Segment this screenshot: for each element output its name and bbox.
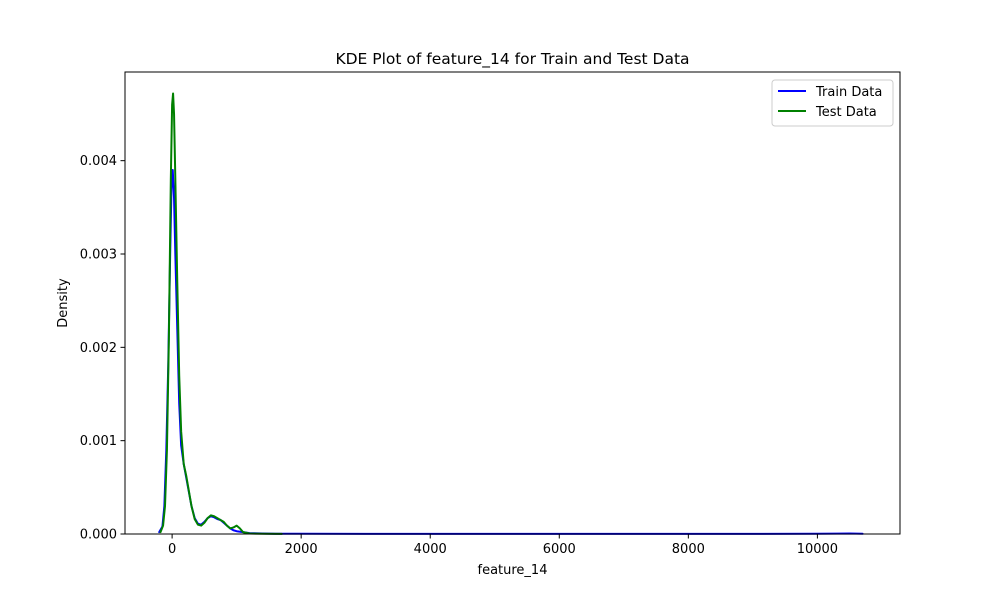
y-axis-label: Density <box>56 278 71 328</box>
legend-label-test: Test Data <box>815 105 877 120</box>
legend: Train Data Test Data <box>771 79 894 127</box>
y-tick-label: 0.001 <box>80 434 117 449</box>
plot-area <box>124 71 901 535</box>
x-tick-label: 2000 <box>285 542 318 557</box>
y-tick-label: 0.002 <box>80 341 117 356</box>
y-tick-label: 0.003 <box>80 248 117 263</box>
x-tick-label: 4000 <box>414 542 447 557</box>
chart-title: KDE Plot of feature_14 for Train and Tes… <box>335 50 689 69</box>
plot-background <box>125 72 900 534</box>
x-axis-label: feature_14 <box>478 563 548 578</box>
x-axis-ticks: 0 2000 4000 6000 8000 10000 <box>168 534 838 557</box>
plot-frame <box>124 71 901 535</box>
y-axis-ticks: 0.000 0.001 0.002 0.003 0.004 <box>80 154 125 543</box>
x-tick-label: 6000 <box>543 542 576 557</box>
x-tick-label: 0 <box>168 542 176 557</box>
y-tick-label: 0.004 <box>80 154 117 169</box>
y-tick-label: 0.000 <box>80 528 117 543</box>
test-data-line <box>159 92 283 535</box>
x-tick-label: 10000 <box>797 542 838 557</box>
x-tick-label: 8000 <box>672 542 705 557</box>
legend-label-train: Train Data <box>815 85 882 100</box>
